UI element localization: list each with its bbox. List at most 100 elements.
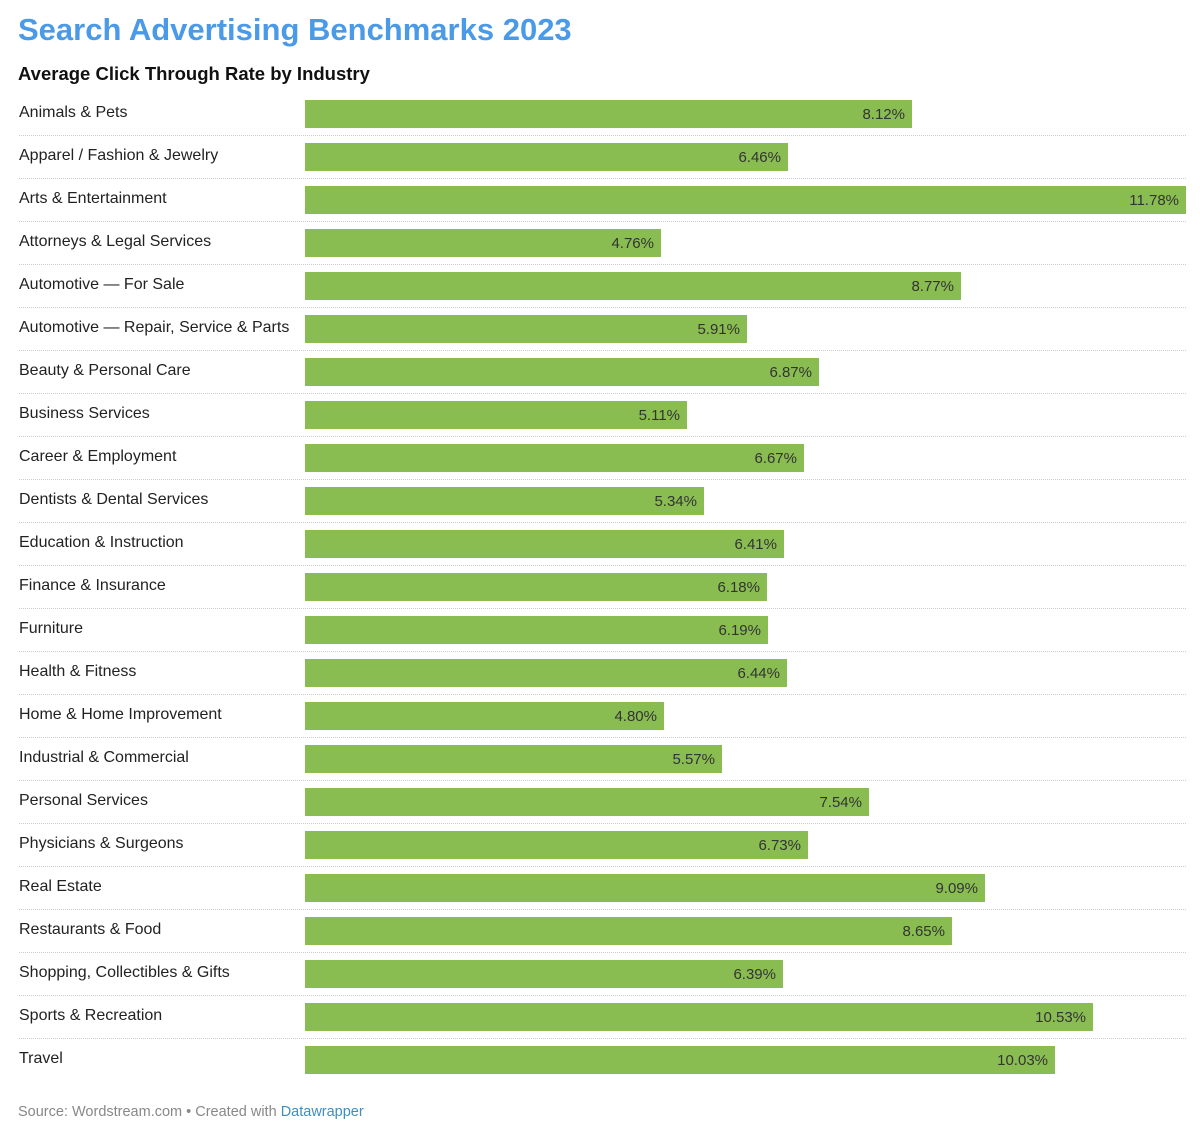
datawrapper-link[interactable]: Datawrapper: [280, 1104, 364, 1120]
bar: [305, 917, 952, 945]
category-label: Sports & Recreation: [19, 1007, 163, 1024]
value-label: 6.18%: [717, 579, 760, 596]
bar: [305, 186, 1186, 214]
bar-row: Education & Instruction 6.41%: [0, 523, 1200, 566]
category-label: Real Estate: [19, 878, 102, 895]
category-label: Education & Instruction: [19, 534, 184, 551]
category-label: Finance & Insurance: [19, 577, 166, 594]
row-divider: [19, 694, 1186, 695]
row-divider: [19, 608, 1186, 609]
value-label: 4.76%: [611, 235, 654, 252]
value-label: 8.77%: [911, 278, 954, 295]
category-label: Apparel / Fashion & Jewelry: [19, 147, 219, 164]
value-label: 5.91%: [697, 321, 740, 338]
value-label: 6.39%: [733, 966, 776, 983]
category-label: Physicians & Surgeons: [19, 835, 184, 852]
bar: [305, 960, 783, 988]
bar: [305, 1003, 1093, 1031]
source-text: Source: Wordstream.com • Created with: [18, 1104, 281, 1120]
category-label: Shopping, Collectibles & Gifts: [19, 964, 230, 981]
row-divider: [19, 264, 1186, 265]
bar-chart: Animals & Pets 8.12% Apparel / Fashion & J…: [0, 93, 1200, 1082]
footer: Source: Wordstream.com • Created with Da…: [18, 1104, 364, 1120]
category-label: Dentists & Dental Services: [19, 491, 209, 508]
bar: [305, 444, 804, 472]
bar: [305, 659, 787, 687]
category-label: Arts & Entertainment: [19, 190, 167, 207]
value-label: 6.73%: [758, 837, 801, 854]
row-divider: [19, 952, 1186, 953]
bar: [305, 745, 722, 773]
row-divider: [19, 393, 1186, 394]
value-label: 11.78%: [1129, 192, 1179, 209]
bar-row: Home & Home Improvement 4.80%: [0, 695, 1200, 738]
category-label: Health & Fitness: [19, 663, 137, 680]
value-label: 6.19%: [718, 622, 761, 639]
bar-row: Sports & Recreation 10.53%: [0, 996, 1200, 1039]
value-label: 6.67%: [754, 450, 797, 467]
row-divider: [19, 436, 1186, 437]
category-label: Furniture: [19, 620, 84, 637]
bar: [305, 788, 869, 816]
bar-row: Personal Services 7.54%: [0, 781, 1200, 824]
bar: [305, 616, 768, 644]
bar-row: Career & Employment 6.67%: [0, 437, 1200, 480]
bar: [305, 315, 747, 343]
category-label: Home & Home Improvement: [19, 706, 222, 723]
value-label: 6.41%: [734, 536, 777, 553]
row-divider: [19, 350, 1186, 351]
value-label: 6.87%: [769, 364, 812, 381]
row-divider: [19, 866, 1186, 867]
chart-subtitle: Average Click Through Rate by Industry: [18, 63, 370, 84]
bar: [305, 229, 661, 257]
value-label: 8.12%: [862, 106, 905, 123]
category-label: Travel: [19, 1050, 63, 1067]
bar: [305, 100, 912, 128]
value-label: 8.65%: [902, 923, 945, 940]
bar: [305, 1046, 1055, 1074]
value-label: 5.57%: [672, 751, 715, 768]
bar-row: Furniture 6.19%: [0, 609, 1200, 652]
category-label: Business Services: [19, 405, 150, 422]
row-divider: [19, 995, 1186, 996]
bar-row: Health & Fitness 6.44%: [0, 652, 1200, 695]
bar: [305, 702, 664, 730]
bar-row: Shopping, Collectibles & Gifts 6.39%: [0, 953, 1200, 996]
row-divider: [19, 823, 1186, 824]
category-label: Career & Employment: [19, 448, 177, 465]
value-label: 7.54%: [819, 794, 862, 811]
bar: [305, 831, 808, 859]
category-label: Automotive — For Sale: [19, 276, 185, 293]
category-label: Industrial & Commercial: [19, 749, 189, 766]
row-divider: [19, 307, 1186, 308]
value-label: 5.11%: [638, 407, 680, 424]
value-label: 6.46%: [738, 149, 781, 166]
value-label: 10.53%: [1035, 1009, 1086, 1026]
row-divider: [19, 565, 1186, 566]
bar: [305, 358, 819, 386]
category-label: Animals & Pets: [19, 104, 128, 121]
category-label: Personal Services: [19, 792, 148, 809]
bar-row: Animals & Pets 8.12%: [0, 93, 1200, 136]
row-divider: [19, 479, 1186, 480]
bar: [305, 272, 961, 300]
category-label: Automotive — Repair, Service & Parts: [19, 319, 290, 336]
bar-row: Apparel / Fashion & Jewelry 6.46%: [0, 136, 1200, 179]
bar-row: Automotive — Repair, Service & Parts 5.91…: [0, 308, 1200, 351]
row-divider: [19, 221, 1186, 222]
bar: [305, 401, 687, 429]
bar-row: Industrial & Commercial 5.57%: [0, 738, 1200, 781]
bar-row: Business Services 5.11%: [0, 394, 1200, 437]
bar-row: Dentists & Dental Services 5.34%: [0, 480, 1200, 523]
value-label: 10.03%: [997, 1052, 1048, 1069]
row-divider: [19, 522, 1186, 523]
bar: [305, 874, 985, 902]
category-label: Beauty & Personal Care: [19, 362, 191, 379]
bar: [305, 143, 788, 171]
category-label: Restaurants & Food: [19, 921, 162, 938]
bar-row: Real Estate 9.09%: [0, 867, 1200, 910]
bar-row: Finance & Insurance 6.18%: [0, 566, 1200, 609]
row-divider: [19, 1038, 1186, 1039]
value-label: 4.80%: [614, 708, 657, 725]
row-divider: [19, 780, 1186, 781]
